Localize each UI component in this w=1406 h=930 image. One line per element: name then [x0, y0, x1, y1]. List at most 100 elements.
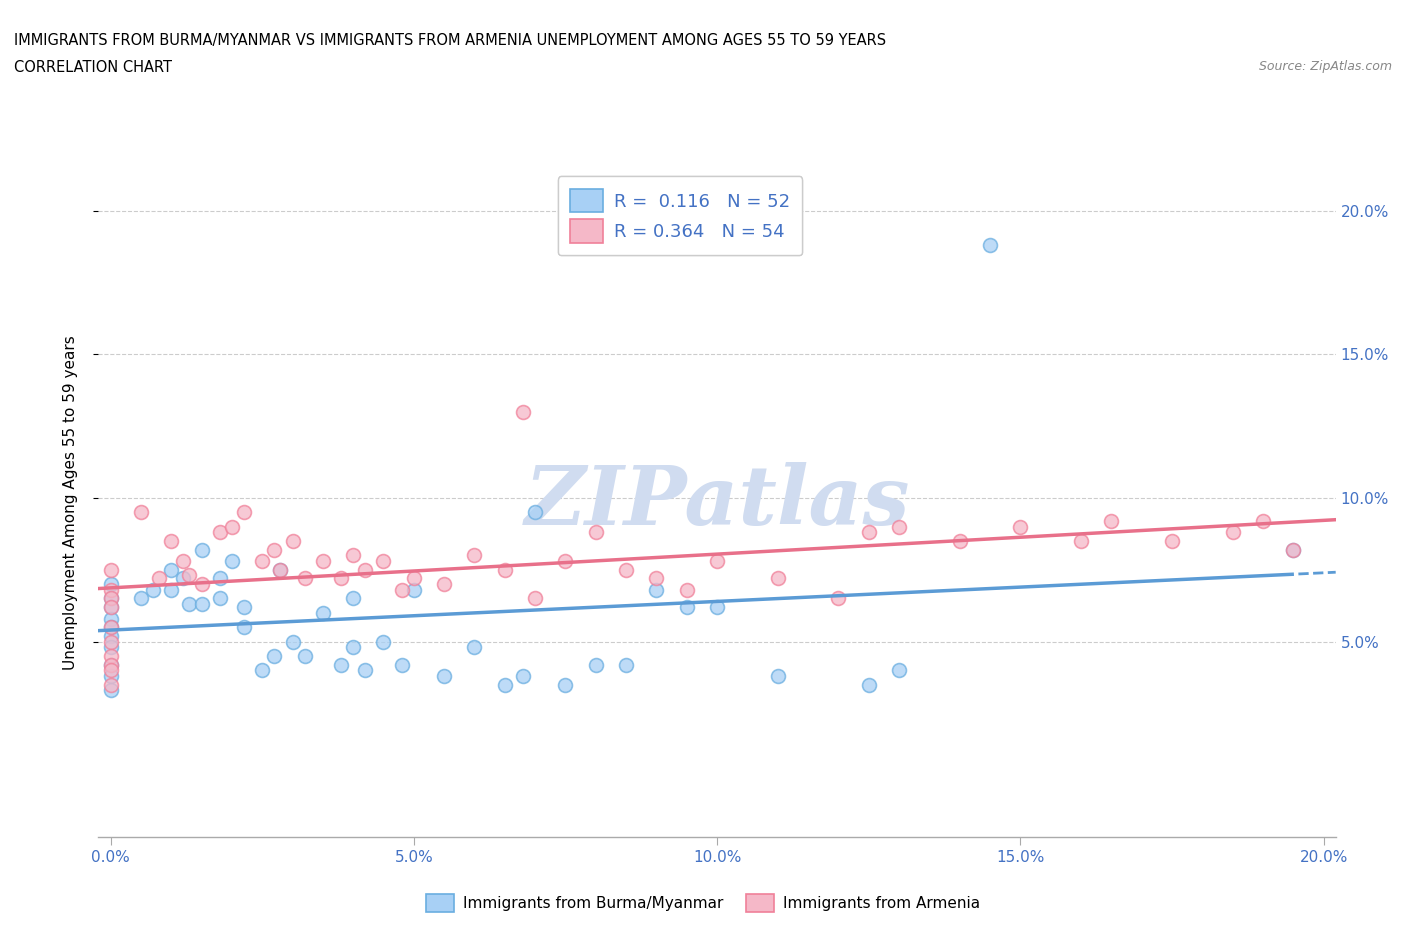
Point — [512, 669, 534, 684]
Point — [100, 658, 122, 672]
Point — [675, 600, 697, 615]
Point — [979, 237, 1001, 252]
Point — [100, 677, 122, 692]
Point — [100, 563, 122, 578]
Point — [250, 663, 273, 678]
Point — [1161, 534, 1184, 549]
Point — [281, 634, 304, 649]
Point — [858, 677, 880, 692]
Point — [827, 591, 849, 606]
Point — [858, 525, 880, 539]
Point — [585, 525, 607, 539]
Point — [100, 634, 122, 649]
Point — [172, 571, 194, 586]
Y-axis label: Unemployment Among Ages 55 to 59 years: Unemployment Among Ages 55 to 59 years — [63, 335, 77, 670]
Point — [100, 577, 122, 591]
Point — [172, 553, 194, 568]
Point — [208, 571, 231, 586]
Point — [221, 519, 243, 534]
Point — [463, 640, 485, 655]
Point — [342, 548, 364, 563]
Point — [190, 542, 212, 557]
Point — [263, 542, 285, 557]
Point — [100, 600, 122, 615]
Point — [1070, 534, 1092, 549]
Point — [263, 648, 285, 663]
Point — [554, 553, 576, 568]
Point — [330, 571, 353, 586]
Point — [614, 658, 637, 672]
Point — [766, 669, 789, 684]
Point — [294, 571, 316, 586]
Point — [100, 591, 122, 606]
Point — [100, 629, 122, 644]
Point — [887, 519, 910, 534]
Point — [269, 563, 291, 578]
Point — [949, 534, 972, 549]
Point — [887, 663, 910, 678]
Point — [433, 669, 456, 684]
Point — [342, 640, 364, 655]
Legend: Immigrants from Burma/Myanmar, Immigrants from Armenia: Immigrants from Burma/Myanmar, Immigrant… — [420, 888, 986, 918]
Point — [1282, 542, 1305, 557]
Point — [129, 591, 152, 606]
Point — [100, 640, 122, 655]
Point — [554, 677, 576, 692]
Point — [100, 669, 122, 684]
Point — [312, 553, 335, 568]
Point — [100, 619, 122, 634]
Point — [433, 577, 456, 591]
Point — [142, 582, 165, 597]
Point — [645, 582, 668, 597]
Point — [208, 591, 231, 606]
Point — [208, 525, 231, 539]
Point — [1282, 542, 1305, 557]
Point — [706, 553, 728, 568]
Point — [1099, 513, 1122, 528]
Legend: R =  0.116   N = 52, R = 0.364   N = 54: R = 0.116 N = 52, R = 0.364 N = 54 — [558, 177, 803, 256]
Point — [160, 563, 183, 578]
Point — [100, 600, 122, 615]
Point — [100, 683, 122, 698]
Point — [250, 553, 273, 568]
Point — [512, 405, 534, 419]
Point — [614, 563, 637, 578]
Point — [190, 577, 212, 591]
Point — [160, 534, 183, 549]
Point — [391, 658, 413, 672]
Point — [100, 619, 122, 634]
Point — [160, 582, 183, 597]
Point — [221, 553, 243, 568]
Point — [100, 582, 122, 597]
Point — [233, 619, 256, 634]
Point — [1251, 513, 1274, 528]
Point — [1010, 519, 1032, 534]
Point — [281, 534, 304, 549]
Point — [585, 658, 607, 672]
Point — [354, 563, 377, 578]
Point — [402, 571, 425, 586]
Point — [233, 600, 256, 615]
Point — [179, 568, 201, 583]
Point — [524, 505, 547, 520]
Text: ZIPatlas: ZIPatlas — [524, 462, 910, 542]
Point — [100, 648, 122, 663]
Point — [494, 677, 516, 692]
Point — [524, 591, 547, 606]
Point — [402, 582, 425, 597]
Point — [706, 600, 728, 615]
Point — [766, 571, 789, 586]
Point — [269, 563, 291, 578]
Point — [645, 571, 668, 586]
Point — [100, 663, 122, 678]
Point — [148, 571, 170, 586]
Point — [312, 605, 335, 620]
Point — [675, 582, 697, 597]
Point — [330, 658, 353, 672]
Point — [373, 634, 395, 649]
Point — [294, 648, 316, 663]
Point — [233, 505, 256, 520]
Point — [354, 663, 377, 678]
Point — [100, 611, 122, 626]
Point — [129, 505, 152, 520]
